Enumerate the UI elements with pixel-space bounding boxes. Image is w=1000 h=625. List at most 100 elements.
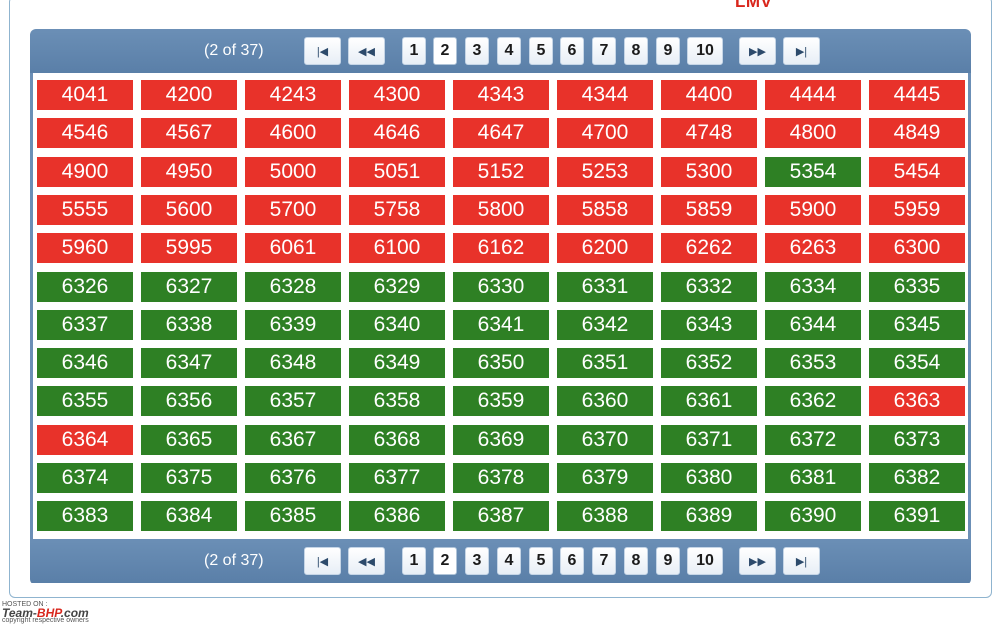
number-cell[interactable]: 6347: [141, 348, 237, 379]
number-cell[interactable]: 6384: [141, 501, 237, 532]
number-cell[interactable]: 6300: [869, 233, 965, 264]
number-cell[interactable]: 6331: [557, 271, 653, 302]
number-cell[interactable]: 6340: [349, 309, 445, 340]
number-cell[interactable]: 6342: [557, 309, 653, 340]
number-cell[interactable]: 5959: [869, 194, 965, 225]
number-cell[interactable]: 6374: [37, 463, 133, 493]
number-cell[interactable]: 5800: [453, 194, 549, 225]
number-cell[interactable]: 6372: [765, 424, 861, 455]
page-button-7[interactable]: 7: [592, 547, 616, 575]
number-cell[interactable]: 6350: [453, 348, 549, 379]
number-cell[interactable]: 5995: [141, 233, 237, 264]
number-cell[interactable]: 6334: [765, 271, 861, 302]
number-cell[interactable]: 4900: [37, 156, 133, 187]
number-cell[interactable]: 5051: [349, 156, 445, 187]
number-cell[interactable]: 6389: [661, 501, 757, 532]
number-cell[interactable]: 4567: [141, 118, 237, 149]
number-cell[interactable]: 6337: [37, 309, 133, 340]
number-cell[interactable]: 6360: [557, 386, 653, 417]
number-cell[interactable]: 6349: [349, 348, 445, 379]
page-button-1[interactable]: 1: [402, 547, 426, 575]
next-page-button[interactable]: ▶▶: [739, 37, 776, 65]
number-cell[interactable]: 6262: [661, 233, 757, 264]
number-cell[interactable]: 6338: [141, 309, 237, 340]
number-cell[interactable]: 5960: [37, 233, 133, 264]
number-cell[interactable]: 4200: [141, 80, 237, 110]
number-cell[interactable]: 4800: [765, 118, 861, 149]
number-cell[interactable]: 4041: [37, 80, 133, 110]
number-cell[interactable]: 5454: [869, 156, 965, 187]
number-cell[interactable]: 6368: [349, 424, 445, 455]
last-page-button[interactable]: ▶|: [783, 37, 820, 65]
number-cell[interactable]: 6361: [661, 386, 757, 417]
number-cell[interactable]: 5858: [557, 194, 653, 225]
number-cell[interactable]: 5700: [245, 194, 341, 225]
number-cell[interactable]: 6378: [453, 463, 549, 493]
number-cell[interactable]: 6379: [557, 463, 653, 493]
number-cell[interactable]: 6388: [557, 501, 653, 532]
number-cell[interactable]: 6381: [765, 463, 861, 493]
page-button-9[interactable]: 9: [656, 547, 680, 575]
number-cell[interactable]: 6359: [453, 386, 549, 417]
first-page-button[interactable]: |◀: [304, 547, 341, 575]
number-cell[interactable]: 6385: [245, 501, 341, 532]
page-button-6[interactable]: 6: [560, 37, 584, 65]
number-cell[interactable]: 6355: [37, 386, 133, 417]
number-cell[interactable]: 6343: [661, 309, 757, 340]
number-cell[interactable]: 6376: [245, 463, 341, 493]
number-cell[interactable]: 5555: [37, 194, 133, 225]
number-cell[interactable]: 4950: [141, 156, 237, 187]
number-cell[interactable]: 6341: [453, 309, 549, 340]
number-cell[interactable]: 6335: [869, 271, 965, 302]
number-cell[interactable]: 4343: [453, 80, 549, 110]
number-cell[interactable]: 6367: [245, 424, 341, 455]
number-cell[interactable]: 6380: [661, 463, 757, 493]
number-cell[interactable]: 6354: [869, 348, 965, 379]
number-cell[interactable]: 4646: [349, 118, 445, 149]
number-cell[interactable]: 5859: [661, 194, 757, 225]
number-cell[interactable]: 6387: [453, 501, 549, 532]
page-button-8[interactable]: 8: [624, 547, 648, 575]
next-page-button[interactable]: ▶▶: [739, 547, 776, 575]
page-button-1[interactable]: 1: [402, 37, 426, 65]
page-button-10[interactable]: 10: [687, 547, 723, 575]
number-cell[interactable]: 6100: [349, 233, 445, 264]
number-cell[interactable]: 6162: [453, 233, 549, 264]
number-cell[interactable]: 6357: [245, 386, 341, 417]
number-cell[interactable]: 6356: [141, 386, 237, 417]
number-cell[interactable]: 6362: [765, 386, 861, 417]
first-page-button[interactable]: |◀: [304, 37, 341, 65]
page-button-6[interactable]: 6: [560, 547, 584, 575]
number-cell[interactable]: 6371: [661, 424, 757, 455]
page-button-4[interactable]: 4: [497, 37, 521, 65]
number-cell[interactable]: 4748: [661, 118, 757, 149]
number-cell[interactable]: 6329: [349, 271, 445, 302]
page-button-3[interactable]: 3: [465, 37, 489, 65]
number-cell[interactable]: 6370: [557, 424, 653, 455]
number-cell[interactable]: 4400: [661, 80, 757, 110]
number-cell[interactable]: 6375: [141, 463, 237, 493]
number-cell[interactable]: 4445: [869, 80, 965, 110]
prev-page-button[interactable]: ◀◀: [348, 547, 385, 575]
number-cell[interactable]: 6382: [869, 463, 965, 493]
number-cell[interactable]: 6390: [765, 501, 861, 532]
number-cell[interactable]: 5900: [765, 194, 861, 225]
number-cell[interactable]: 4444: [765, 80, 861, 110]
page-button-9[interactable]: 9: [656, 37, 680, 65]
number-cell[interactable]: 5758: [349, 194, 445, 225]
number-cell[interactable]: 6348: [245, 348, 341, 379]
number-cell[interactable]: 4849: [869, 118, 965, 149]
page-button-3[interactable]: 3: [465, 547, 489, 575]
number-cell[interactable]: 4300: [349, 80, 445, 110]
number-cell[interactable]: 5600: [141, 194, 237, 225]
number-cell[interactable]: 5000: [245, 156, 341, 187]
number-cell[interactable]: 6383: [37, 501, 133, 532]
number-cell[interactable]: 6353: [765, 348, 861, 379]
number-cell[interactable]: 6373: [869, 424, 965, 455]
number-cell[interactable]: 6369: [453, 424, 549, 455]
number-cell[interactable]: 6358: [349, 386, 445, 417]
number-cell[interactable]: 6326: [37, 271, 133, 302]
page-button-5[interactable]: 5: [529, 547, 553, 575]
number-cell[interactable]: 6386: [349, 501, 445, 532]
page-button-2[interactable]: 2: [433, 547, 457, 575]
